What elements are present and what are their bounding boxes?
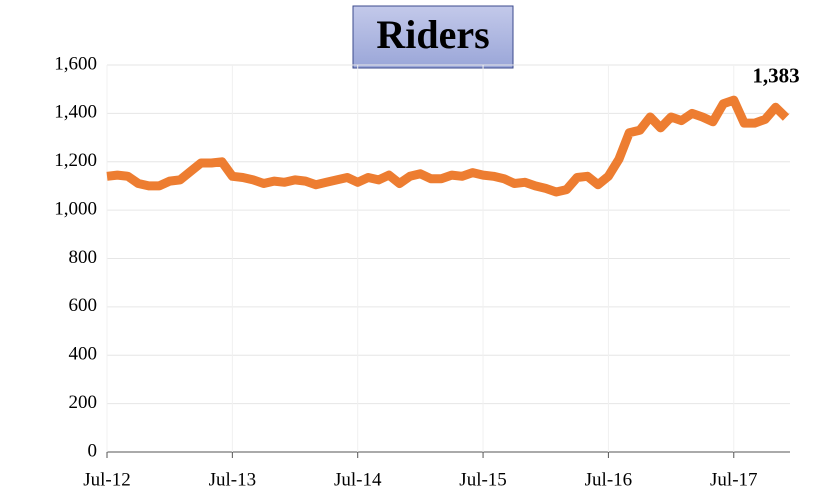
x-tick-label: Jul-16 xyxy=(585,469,633,490)
y-tick-label: 1,600 xyxy=(54,53,97,74)
y-tick-label: 600 xyxy=(69,295,98,316)
chart-title: Riders xyxy=(376,12,489,57)
y-tick-label: 800 xyxy=(69,247,98,268)
y-tick-label: 1,200 xyxy=(54,150,97,171)
data-label: 1,383 xyxy=(752,63,799,87)
title-box xyxy=(352,5,514,69)
line xyxy=(106,95,790,197)
x-tick-label: Jul-13 xyxy=(209,469,257,490)
x-tick-label: Jul-15 xyxy=(459,469,507,490)
y-tick-label: 400 xyxy=(69,344,98,365)
x-tick-label: Jul-14 xyxy=(334,469,382,490)
y-tick-label: 200 xyxy=(69,392,98,413)
y-tick-label: 0 xyxy=(88,440,98,461)
y-tick-label: 1,400 xyxy=(54,102,97,123)
x-tick-label: Jul-17 xyxy=(710,469,758,490)
y-tick-label: 1,000 xyxy=(54,198,97,219)
x-tick-label: Jul-12 xyxy=(83,469,131,490)
